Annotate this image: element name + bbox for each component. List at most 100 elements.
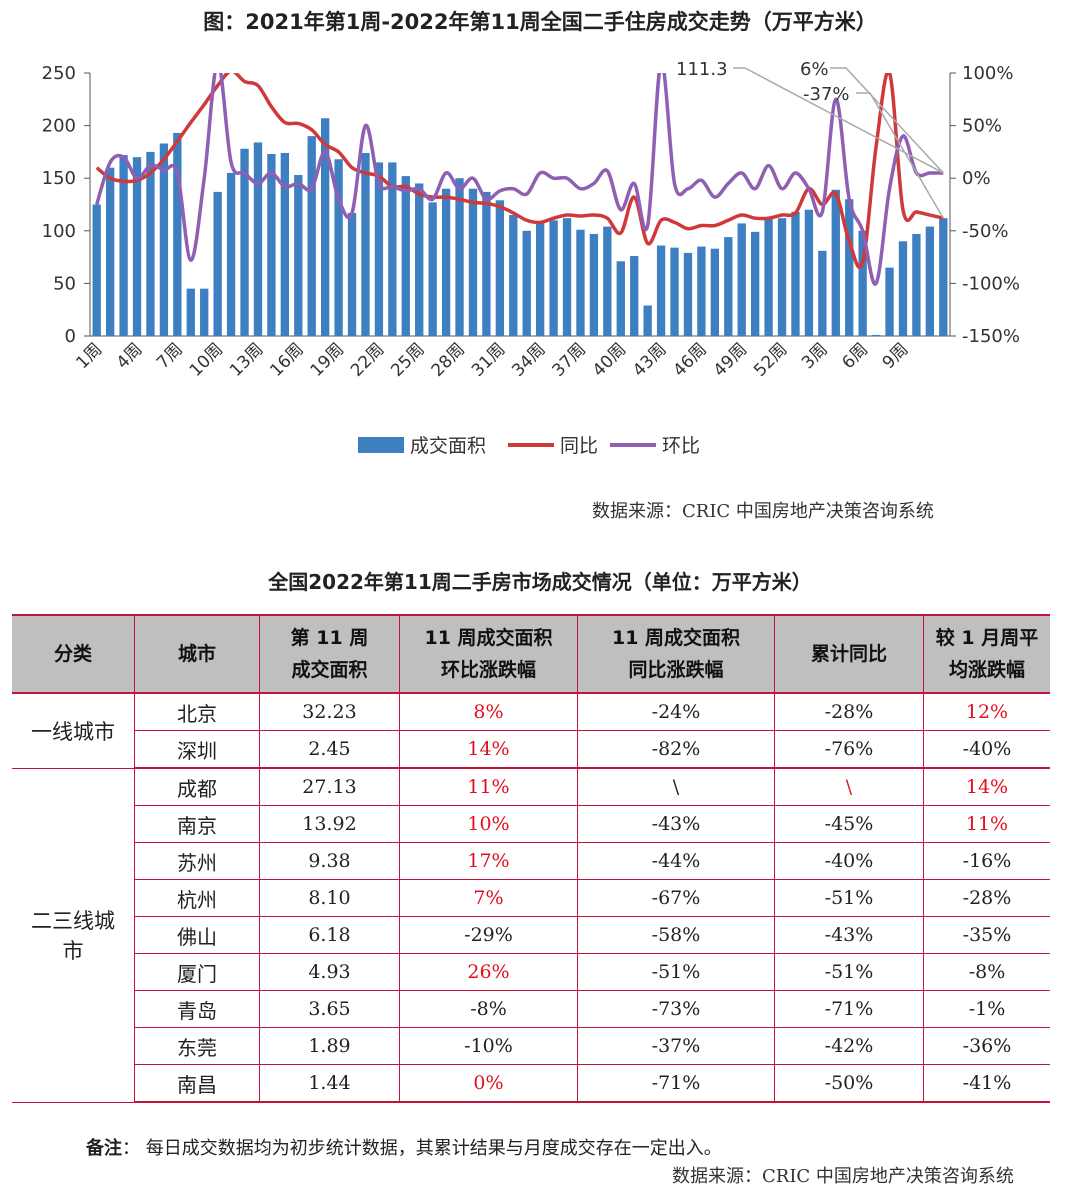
right-tick-label: 100% — [962, 63, 1013, 84]
bar — [415, 183, 424, 336]
right-tick-label: 50% — [962, 116, 1002, 137]
left-tick-label: 200 — [42, 116, 76, 137]
value-cell: 3.65 — [259, 990, 400, 1028]
x-tick-label: 19周 — [307, 339, 348, 380]
city-cell: 深圳 — [134, 730, 260, 769]
bar — [589, 233, 599, 336]
header-category: 分类 — [12, 614, 135, 694]
legend-label: 成交面积 — [410, 435, 486, 457]
header-line: 成交面积 — [291, 659, 368, 681]
left-tick-label: 0 — [65, 326, 76, 347]
bar — [845, 199, 854, 336]
value-cell: 2.45 — [259, 730, 400, 769]
x-tick-label: 31周 — [468, 339, 509, 380]
callout-line — [856, 92, 944, 219]
bar — [320, 118, 330, 337]
bar — [885, 267, 894, 336]
bar — [697, 246, 706, 336]
bar — [482, 191, 491, 336]
value-cell: 26% — [399, 953, 578, 991]
header-wow: 11 周成交面积 环比涨跌幅 — [399, 614, 578, 694]
table-row: 深圳 2.45 14% -82% -76% -40% — [12, 730, 1050, 769]
bar — [791, 211, 800, 336]
city-cell: 青岛 — [134, 990, 260, 1028]
market-table: 分类 城市 第 11 周成交面积 11 周成交面积 环比涨跌幅 11 周成交面积同… — [12, 614, 1050, 1103]
value-cell: -71% — [774, 990, 924, 1028]
wow-line — [95, 73, 944, 286]
header-city: 城市 — [134, 614, 260, 694]
category-cell: 一线城市 — [12, 692, 135, 769]
header-line: 11 周成交面积 — [424, 627, 553, 649]
header-line: 11 周成交面积 — [611, 627, 741, 649]
bar — [253, 142, 263, 336]
bar — [656, 245, 666, 336]
city-cell: 东莞 — [134, 1027, 260, 1065]
city-cell: 北京 — [134, 692, 260, 731]
bar — [912, 233, 921, 336]
callout-label: -37% — [803, 84, 850, 105]
value-cell: 32.23 — [259, 692, 400, 731]
value-cell: \ — [577, 767, 775, 806]
category-cell: 二三线城市 — [12, 767, 135, 1103]
bar — [764, 218, 773, 336]
table-row: 青岛 3.65 -8% -73% -71% -1% — [12, 990, 1050, 1028]
value-cell: -71% — [577, 1064, 775, 1103]
bar — [871, 334, 881, 336]
bar — [173, 132, 182, 336]
bar — [495, 200, 505, 336]
bar — [159, 143, 169, 336]
x-tick-label: 10周 — [186, 339, 227, 380]
city-cell: 杭州 — [134, 879, 260, 917]
header-yoy: 11 周成交面积 同比涨跌幅 — [577, 614, 775, 694]
value-cell: -40% — [774, 842, 924, 880]
yoy-line — [95, 73, 944, 270]
x-tick-label: 1周 — [72, 339, 106, 373]
value-cell: -45% — [774, 805, 924, 843]
bar — [388, 162, 397, 336]
table-row: 二三线城市成都 27.13 11% \ \ 14% — [12, 767, 1050, 1103]
footnote-text: ： 每日成交数据均为初步统计数据，其累计结果与月度成交存在一定出入。 — [122, 1138, 722, 1159]
bar — [213, 191, 222, 336]
value-cell: -1% — [923, 990, 1050, 1028]
bar — [643, 305, 652, 336]
value-cell: 17% — [399, 842, 578, 880]
value-cell: -16% — [923, 842, 1050, 880]
value-cell: 8% — [399, 692, 578, 731]
table-source: 数据来源：CRIC 中国房地产决策咨询系统 — [672, 1166, 1014, 1187]
bar — [831, 189, 840, 336]
x-tick-label: 4周 — [113, 339, 147, 373]
right-tick-label: -150% — [962, 326, 1020, 347]
city-cell: 南昌 — [134, 1064, 260, 1103]
right-tick-label: 0% — [962, 168, 991, 189]
value-cell: -82% — [577, 730, 775, 769]
value-cell: 0% — [399, 1064, 578, 1103]
bar — [804, 209, 814, 336]
combo-chart: 0 50 100 150 200 250 -150% -100% -50% 0% 50% 100% 11… — [42, 59, 1020, 457]
table-row: 一线城市 北京 32.23 8% -24% -28% 12% — [12, 692, 1050, 769]
left-tick-label: 250 — [42, 63, 76, 84]
value-cell: 6.18 — [259, 916, 400, 954]
value-cell: -67% — [577, 879, 775, 917]
bar — [737, 223, 746, 336]
value-cell: 1.44 — [259, 1064, 400, 1103]
value-cell: -73% — [577, 990, 775, 1028]
table-row: 厦门 4.93 26% -51% -51% -8% — [12, 953, 1050, 991]
value-cell: -29% — [399, 916, 578, 954]
bar — [939, 218, 948, 336]
x-tick-label: 40周 — [589, 339, 630, 380]
bar — [858, 230, 867, 336]
value-cell: -24% — [577, 692, 775, 731]
city-cell: 南京 — [134, 805, 260, 843]
header-cumulative: 累计同比 — [774, 614, 924, 694]
value-cell: 14% — [399, 730, 578, 769]
bar — [186, 288, 195, 336]
left-tick-label: 150 — [42, 168, 76, 189]
legend-label: 同比 — [560, 435, 598, 457]
legend-label: 环比 — [662, 435, 700, 457]
callout-label: 111.3 — [676, 59, 728, 80]
x-tick-label: 3周 — [798, 339, 832, 373]
bar — [374, 162, 384, 336]
table-row: 南昌 1.44 0% -71% -50% -41% — [12, 1064, 1050, 1103]
legend-swatch-bar — [358, 437, 404, 453]
city-cell: 佛山 — [134, 916, 260, 954]
